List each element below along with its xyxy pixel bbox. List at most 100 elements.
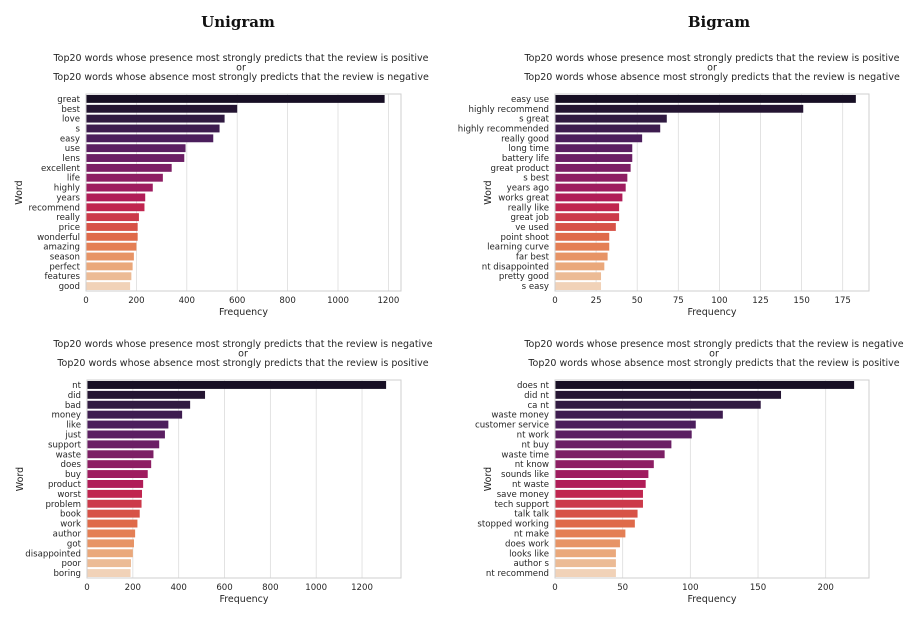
bar-years: [86, 193, 146, 202]
y-tick-label: book: [60, 510, 81, 520]
y-tick-label: highly recommend: [469, 105, 550, 115]
x-tick-label: 125: [752, 296, 768, 306]
bar-did: [87, 390, 206, 399]
chart-bottom-left-unigram: Top20 words whose presence most strongly…: [15, 339, 433, 605]
y-tick-label: author s: [513, 559, 549, 569]
bar-long-time: [555, 144, 633, 153]
y-tick-label: battery life: [502, 154, 549, 164]
bar-support: [87, 440, 160, 449]
y-tick-label: nt know: [515, 460, 549, 470]
y-tick-label: stopped working: [477, 520, 549, 530]
y-tick-label: sounds like: [501, 470, 549, 480]
bar-nt-work: [555, 430, 692, 439]
y-tick-label: waste: [56, 450, 81, 460]
bar-waste-money: [555, 410, 723, 419]
y-tick-label: ca nt: [527, 401, 549, 411]
plot-frame: [86, 379, 402, 579]
bar-author: [87, 529, 136, 538]
bar-s-great: [555, 114, 667, 123]
y-tick-label: great: [57, 95, 80, 105]
bar-does: [87, 460, 152, 469]
x-tick-label: 50: [617, 583, 628, 593]
bar-battery-life: [555, 154, 633, 162]
y-tick-label: works great: [498, 193, 549, 203]
x-tick-label: 150: [750, 583, 766, 593]
x-tick-label: 100: [682, 583, 698, 593]
bar-learning-curve: [555, 242, 610, 251]
bar-boring: [87, 569, 131, 578]
bar-great-product: [555, 163, 631, 172]
bar-good: [86, 282, 131, 291]
bar-highly-recommended: [555, 124, 661, 133]
y-tick-label: really: [56, 213, 80, 223]
bar-stopped-working: [555, 519, 635, 528]
y-tick-label: use: [65, 144, 80, 154]
bar-s-easy: [555, 282, 602, 291]
plot-frame: [85, 93, 402, 292]
x-tick-label: 0: [552, 296, 557, 306]
bar-s-best: [555, 173, 628, 182]
plot-frame: [554, 379, 870, 579]
y-tick-label: nt disappointed: [482, 262, 549, 272]
x-tick-label: 1200: [351, 583, 373, 593]
y-tick-label: support: [48, 440, 82, 450]
x-tick-label: 0: [552, 583, 557, 593]
chart-title-line: or: [238, 349, 248, 360]
bar-highly: [86, 183, 153, 192]
y-tick-label: waste time: [501, 450, 549, 460]
y-tick-label: pretty good: [499, 272, 549, 282]
bar-point-shoot: [555, 232, 610, 241]
bar-ca-nt: [555, 400, 761, 409]
y-tick-label: life: [67, 174, 80, 184]
y-tick-label: far best: [516, 253, 550, 263]
bar-buy: [87, 470, 148, 479]
x-tick-label: 200: [817, 583, 833, 593]
x-axis-label: Frequency: [219, 307, 268, 318]
bar-pretty-good: [555, 272, 602, 281]
chart-title-line: Top20 words whose absence most strongly …: [523, 72, 900, 83]
x-tick-label: 0: [83, 296, 88, 306]
chart-title-line: Top20 words whose absence most strongly …: [527, 358, 899, 369]
y-tick-label: nt recommend: [486, 569, 549, 579]
chart-bottom-right-bigram: Top20 words whose presence most strongly…: [475, 339, 904, 605]
y-tick-label: highly: [54, 184, 80, 194]
bar-like: [87, 420, 169, 429]
bar-got: [87, 539, 134, 548]
y-axis-label: Word: [14, 180, 25, 204]
bar-book: [87, 509, 140, 518]
y-tick-label: excellent: [41, 164, 81, 174]
y-tick-label: buy: [65, 470, 81, 480]
bar-wonderful: [86, 232, 138, 241]
bar-use: [86, 144, 186, 153]
y-tick-label: save money: [497, 490, 549, 500]
x-axis-label: Frequency: [687, 594, 736, 605]
y-tick-label: does nt: [517, 381, 550, 391]
bar-disappointed: [87, 549, 133, 558]
bar-waste: [87, 450, 154, 459]
bar-excellent: [86, 163, 172, 172]
bar-highly-recommend: [555, 104, 804, 113]
plot-frame: [554, 93, 870, 292]
y-tick-label: s great: [519, 115, 550, 125]
x-tick-label: 200: [125, 583, 141, 593]
bar-waste-time: [555, 450, 665, 459]
y-tick-label: point shoot: [501, 233, 550, 243]
y-tick-label: ve used: [515, 223, 549, 233]
bar-talk-talk: [555, 509, 638, 518]
bar-problem: [87, 499, 142, 508]
y-tick-label: years ago: [507, 184, 549, 194]
bar-save-money: [555, 489, 643, 498]
bar-features: [86, 272, 132, 281]
y-tick-label: bad: [65, 401, 81, 411]
bar-nt: [87, 380, 387, 389]
bar-years-ago: [555, 183, 626, 192]
chart-title-line: or: [707, 63, 717, 74]
y-tick-label: got: [67, 539, 82, 549]
x-axis-label: Frequency: [219, 594, 268, 605]
bar-works-great: [555, 193, 623, 202]
chart-top-left-unigram: Top20 words whose presence most strongly…: [14, 53, 429, 318]
bar-really-like: [555, 203, 620, 212]
y-tick-label: good: [59, 282, 80, 292]
bar-price: [86, 223, 138, 231]
bar-nt-disappointed: [555, 262, 605, 271]
